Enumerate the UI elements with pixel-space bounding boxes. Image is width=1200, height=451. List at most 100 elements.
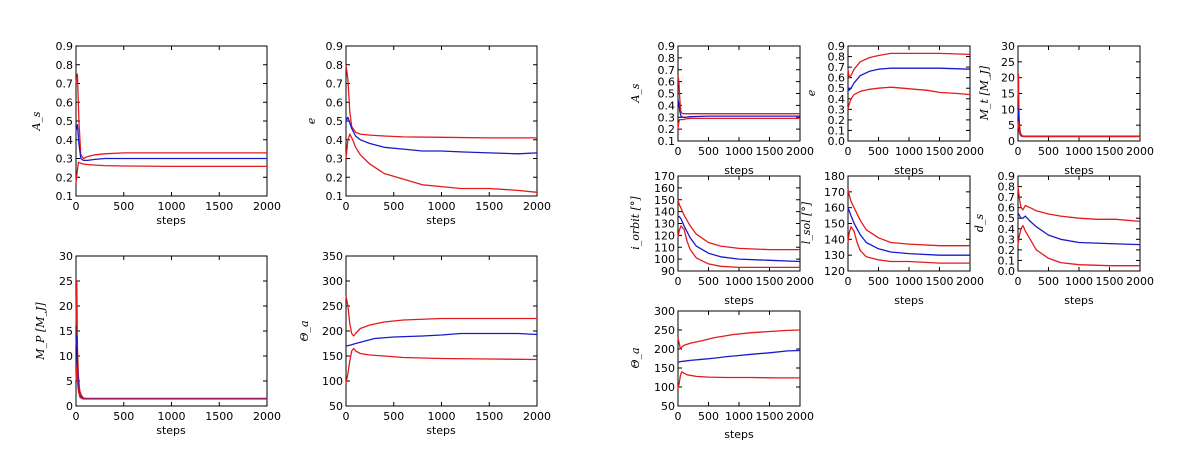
x-tick-label: 1000 — [725, 145, 753, 158]
x-tick-label: 1000 — [895, 275, 923, 288]
y-axis-label: i_orbit [°] — [629, 196, 642, 250]
y-tick-label: 0.2 — [56, 171, 74, 184]
series-upper-line — [75, 73, 267, 160]
series-upper-line — [847, 188, 970, 247]
series-lower-line — [1017, 121, 1140, 138]
plot-frame — [345, 255, 538, 407]
x-axis: 0 500 1000 1500 2000 — [343, 46, 551, 213]
x-tick-label: 1500 — [1096, 275, 1124, 288]
x-axis: 0 500 1000 1500 2000 — [675, 176, 814, 288]
plot-frame — [75, 255, 268, 407]
y-axis-label: Θ_a — [629, 347, 642, 368]
plot-frame — [1017, 175, 1141, 272]
y-tick-label: 140 — [824, 233, 845, 246]
x-axis-label: steps — [426, 214, 456, 227]
x-axis-label: steps — [426, 424, 456, 437]
x-tick-label: 2000 — [253, 410, 281, 423]
y-axis-label: A_s — [30, 111, 43, 131]
y-tick-label: 0.2 — [998, 244, 1016, 257]
series-median-line — [677, 215, 801, 263]
y-tick-label: 130 — [824, 249, 845, 262]
y-tick-label: 15 — [59, 325, 73, 338]
y-tick-label: 25 — [59, 275, 73, 288]
y-tick-label: 350 — [322, 250, 343, 263]
x-tick-label: 1500 — [926, 145, 954, 158]
series-upper-line — [1017, 186, 1141, 223]
y-axis: 0.10.20.30.40.50.60.70.80.9 — [658, 40, 800, 148]
x-tick-label: 500 — [868, 275, 889, 288]
y-tick-label: 0.8 — [998, 181, 1016, 194]
y-tick-label: 0.2 — [828, 114, 846, 127]
x-axis-label: steps — [894, 294, 924, 307]
chart-left-e: 0.1 0.2 0.3 0.4 0.5 0.6 0.7 0.8 0.9 0 500 1000 1500… — [305, 40, 551, 227]
y-tick-label: 0.7 — [658, 64, 676, 77]
x-tick-label: 0 — [343, 410, 350, 423]
x-axis: 0 500 1000 1500 2000 — [845, 176, 984, 288]
series-upper-line — [75, 280, 267, 400]
x-tick-label: 2000 — [253, 200, 281, 213]
series-lower-line — [677, 371, 800, 390]
series-upper-line — [1017, 73, 1140, 137]
series-upper-line — [677, 199, 800, 251]
series-median-line — [1017, 212, 1141, 246]
y-tick-label: 0.8 — [658, 52, 676, 65]
y-tick-label: 0.5 — [998, 212, 1016, 225]
y-tick-label: 0.8 — [56, 59, 74, 72]
y-axis-label: M_t [M_J] — [978, 65, 991, 121]
chart-right-theta: 50 100 150 200 250 300 0 500 1000 1500 2000 steps… — [629, 305, 814, 441]
y-tick-label: 5 — [66, 375, 73, 388]
y-axis-label: A_s — [629, 83, 642, 103]
x-tick-label: 1000 — [1065, 145, 1093, 158]
y-tick-label: 0.2 — [326, 171, 344, 184]
y-tick-label: 0.4 — [998, 223, 1016, 236]
chart-right-ds: 0.00.10.20.30.40.50.60.70.80.9 0 500 1000 1… — [973, 170, 1154, 307]
y-tick-label: 25 — [1001, 56, 1015, 69]
x-axis: 0 500 1000 1500 2000 — [675, 46, 814, 158]
y-axis-label: l_sol [°] — [800, 201, 813, 244]
y-axis: 120 130 140 150 160 170 180 — [824, 170, 970, 278]
x-tick-label: 0 — [343, 200, 350, 213]
y-tick-label: 0.4 — [326, 134, 344, 147]
chart-left-theta: 50 100 150 200 250 300 350 0 500 1000 1500 2000 st… — [298, 250, 551, 437]
x-axis-label: steps — [724, 428, 754, 441]
y-tick-label: 15 — [1001, 88, 1015, 101]
y-tick-label: 0.3 — [658, 111, 676, 124]
y-tick-label: 0.5 — [56, 115, 74, 128]
y-tick-label: 0.0 — [998, 265, 1016, 278]
y-tick-label: 300 — [654, 305, 675, 318]
chart-left-Mp: 0 5 10 15 20 25 30 0 500 1000 1500 2000 steps M_P … — [34, 250, 281, 437]
series-upper-line — [677, 329, 801, 350]
y-tick-label: 150 — [824, 218, 845, 231]
y-tick-label: 0.7 — [326, 78, 344, 91]
y-tick-label: 120 — [824, 265, 845, 278]
x-tick-label: 2000 — [956, 145, 984, 158]
series-median-line — [75, 124, 267, 162]
x-tick-label: 2000 — [786, 145, 814, 158]
series-lower-line — [345, 133, 538, 193]
x-tick-label: 500 — [383, 410, 404, 423]
y-tick-label: 10 — [1001, 103, 1015, 116]
chart-right-As: 0.10.20.30.40.50.60.70.80.9 0 500 1000 1500… — [629, 40, 814, 177]
y-tick-label: 0.4 — [828, 93, 846, 106]
y-tick-label: 110 — [654, 241, 675, 254]
series-median-line — [847, 207, 970, 256]
y-tick-label: 20 — [1001, 72, 1015, 85]
x-axis: 0 500 1000 1500 2000 — [1015, 46, 1154, 158]
series-group — [1017, 186, 1141, 267]
x-tick-label: 0 — [675, 410, 682, 423]
x-tick-label: 1000 — [428, 200, 456, 213]
series-median-line — [345, 332, 538, 347]
x-axis-label: steps — [724, 164, 754, 177]
y-tick-label: 0.9 — [828, 40, 846, 53]
series-upper-line — [847, 52, 971, 79]
series-median-line — [1017, 108, 1140, 137]
y-tick-label: 0.7 — [998, 191, 1016, 204]
y-tick-label: 200 — [654, 343, 675, 356]
y-tick-label: 0.3 — [998, 233, 1016, 246]
plot-frame — [345, 45, 538, 197]
y-tick-label: 0.0 — [828, 135, 846, 148]
series-lower-line — [1017, 224, 1140, 267]
x-tick-label: 0 — [1015, 145, 1022, 158]
